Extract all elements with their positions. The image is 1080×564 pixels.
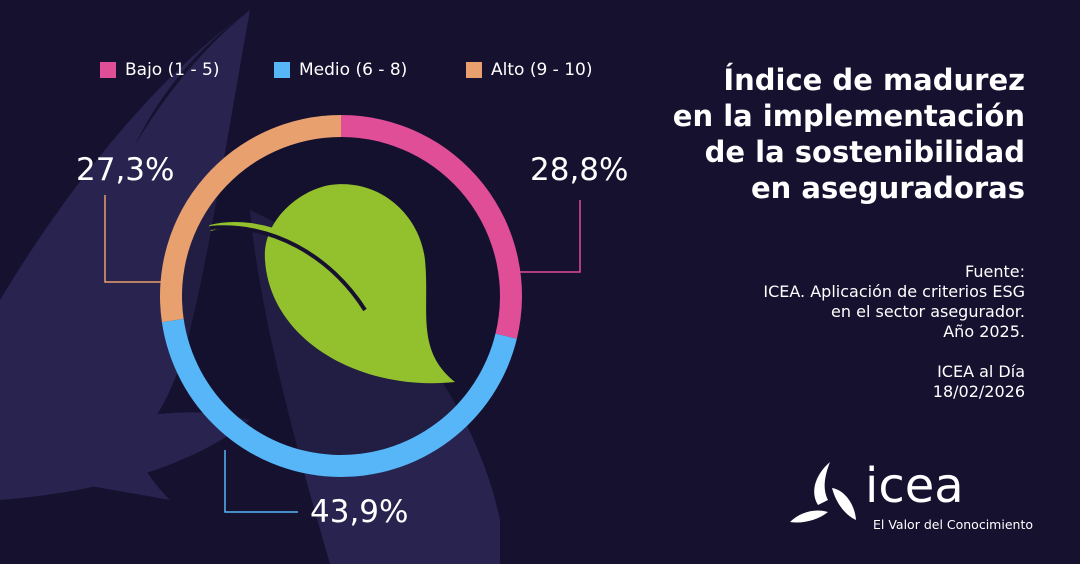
leader-line-bajo [520,200,581,273]
legend-label: Alto (9 - 10) [491,60,593,80]
logo-wordmark: icea [865,458,964,514]
legend-swatch [274,62,290,78]
legend-item-bajo: Bajo (1 - 5) [100,60,219,80]
bg-leaf-shape [0,412,250,500]
title-line: en aseguradoras [751,171,1025,205]
source-line: Año 2025. [943,322,1025,341]
page-title: Índice de madurez en la implementación d… [673,62,1025,206]
leader-line-alto [104,195,162,283]
leaf-icon [209,184,455,384]
bg-leaf-shape [0,10,250,564]
icea-logo-icon [790,462,856,523]
bg-leaf-shape [77,10,250,470]
title-line: Índice de madurez [723,63,1025,97]
logo-tagline: El Valor del Conocimiento [873,517,1033,532]
data-label-bajo: 28,8% [530,152,629,188]
title-line: en la implementación [672,99,1025,133]
legend-swatch [466,62,482,78]
donut-slice-bajo [341,115,522,339]
legend-item-medio: Medio (6 - 8) [274,60,407,80]
publication-line: 18/02/2026 [932,382,1025,401]
publication-line: ICEA al Día [937,362,1025,381]
donut-slice-medio [161,318,517,478]
data-label-medio: 43,9% [310,494,409,530]
donut-slice-alto [160,115,341,323]
legend-label: Medio (6 - 8) [299,60,408,80]
donut-chart [160,115,522,478]
title-line: de la sostenibilidad [704,135,1025,169]
legend-swatch [100,62,116,78]
legend-label: Bajo (1 - 5) [125,60,220,80]
source-line: ICEA. Aplicación de criterios ESG [763,282,1025,301]
source-line: Fuente: [965,262,1025,281]
leader-line-medio [224,450,298,513]
source-note: Fuente: ICEA. Aplicación de criterios ES… [763,262,1025,402]
source-line: en el sector asegurador. [831,302,1025,321]
legend-item-alto: Alto (9 - 10) [466,60,592,80]
data-label-alto: 27,3% [76,152,175,188]
